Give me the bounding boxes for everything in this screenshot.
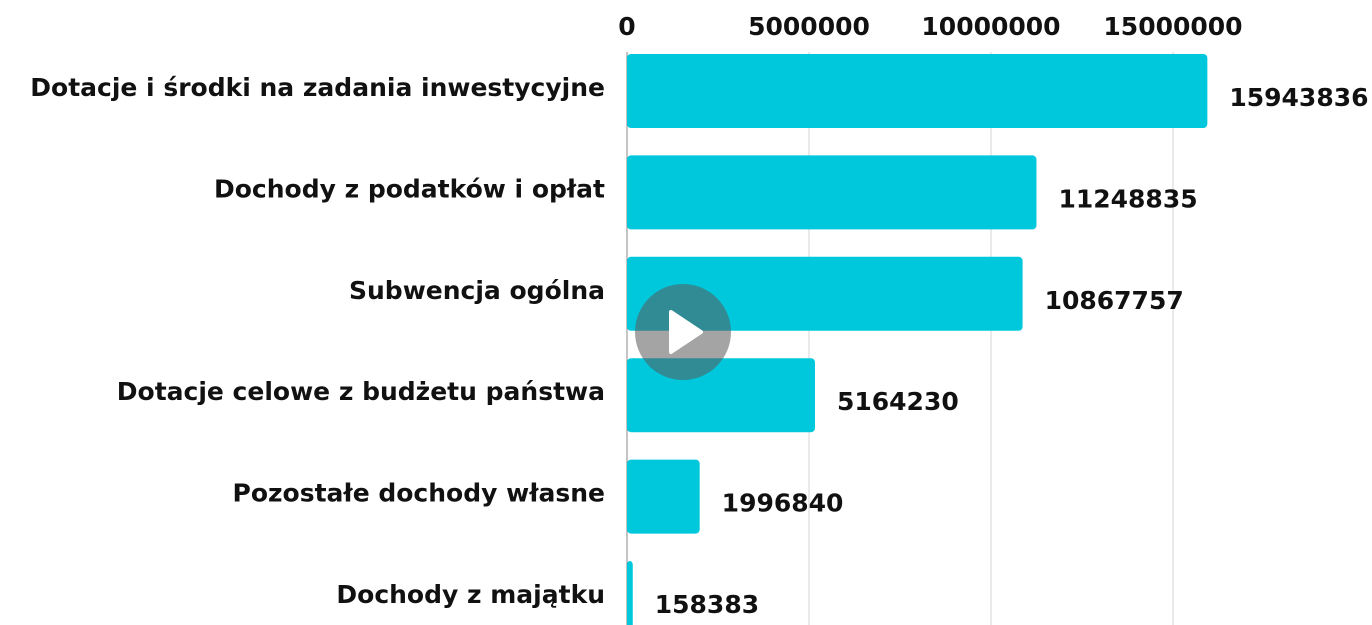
play-button[interactable] — [635, 284, 731, 380]
x-tick-label: 5000000 — [748, 12, 870, 41]
bar — [627, 155, 1037, 230]
y-tick-label: Subwencja ogólna — [349, 276, 605, 305]
y-tick-label: Dotacje i środki na zadania inwestycyjne — [30, 73, 605, 102]
value-label: 15943836 — [1229, 83, 1368, 112]
bar — [627, 561, 633, 625]
play-icon[interactable] — [669, 310, 703, 354]
value-label: 10867757 — [1045, 286, 1184, 315]
x-tick-label: 15000000 — [1103, 12, 1242, 41]
bar — [627, 54, 1208, 128]
value-label: 1996840 — [722, 489, 844, 518]
value-label: 5164230 — [837, 387, 959, 416]
y-tick-label: Dochody z podatków i opłat — [214, 174, 605, 203]
x-tick-label: 10000000 — [921, 12, 1060, 41]
y-tick-label: Pozostałe dochody własne — [233, 479, 606, 508]
value-label: 158383 — [655, 590, 759, 619]
bar — [627, 459, 700, 534]
y-tick-label: Dochody z majątku — [336, 580, 605, 609]
y-tick-label: Dotacje celowe z budżetu państwa — [117, 377, 605, 406]
x-tick-label: 0 — [618, 12, 635, 41]
value-label: 11248835 — [1058, 184, 1197, 213]
